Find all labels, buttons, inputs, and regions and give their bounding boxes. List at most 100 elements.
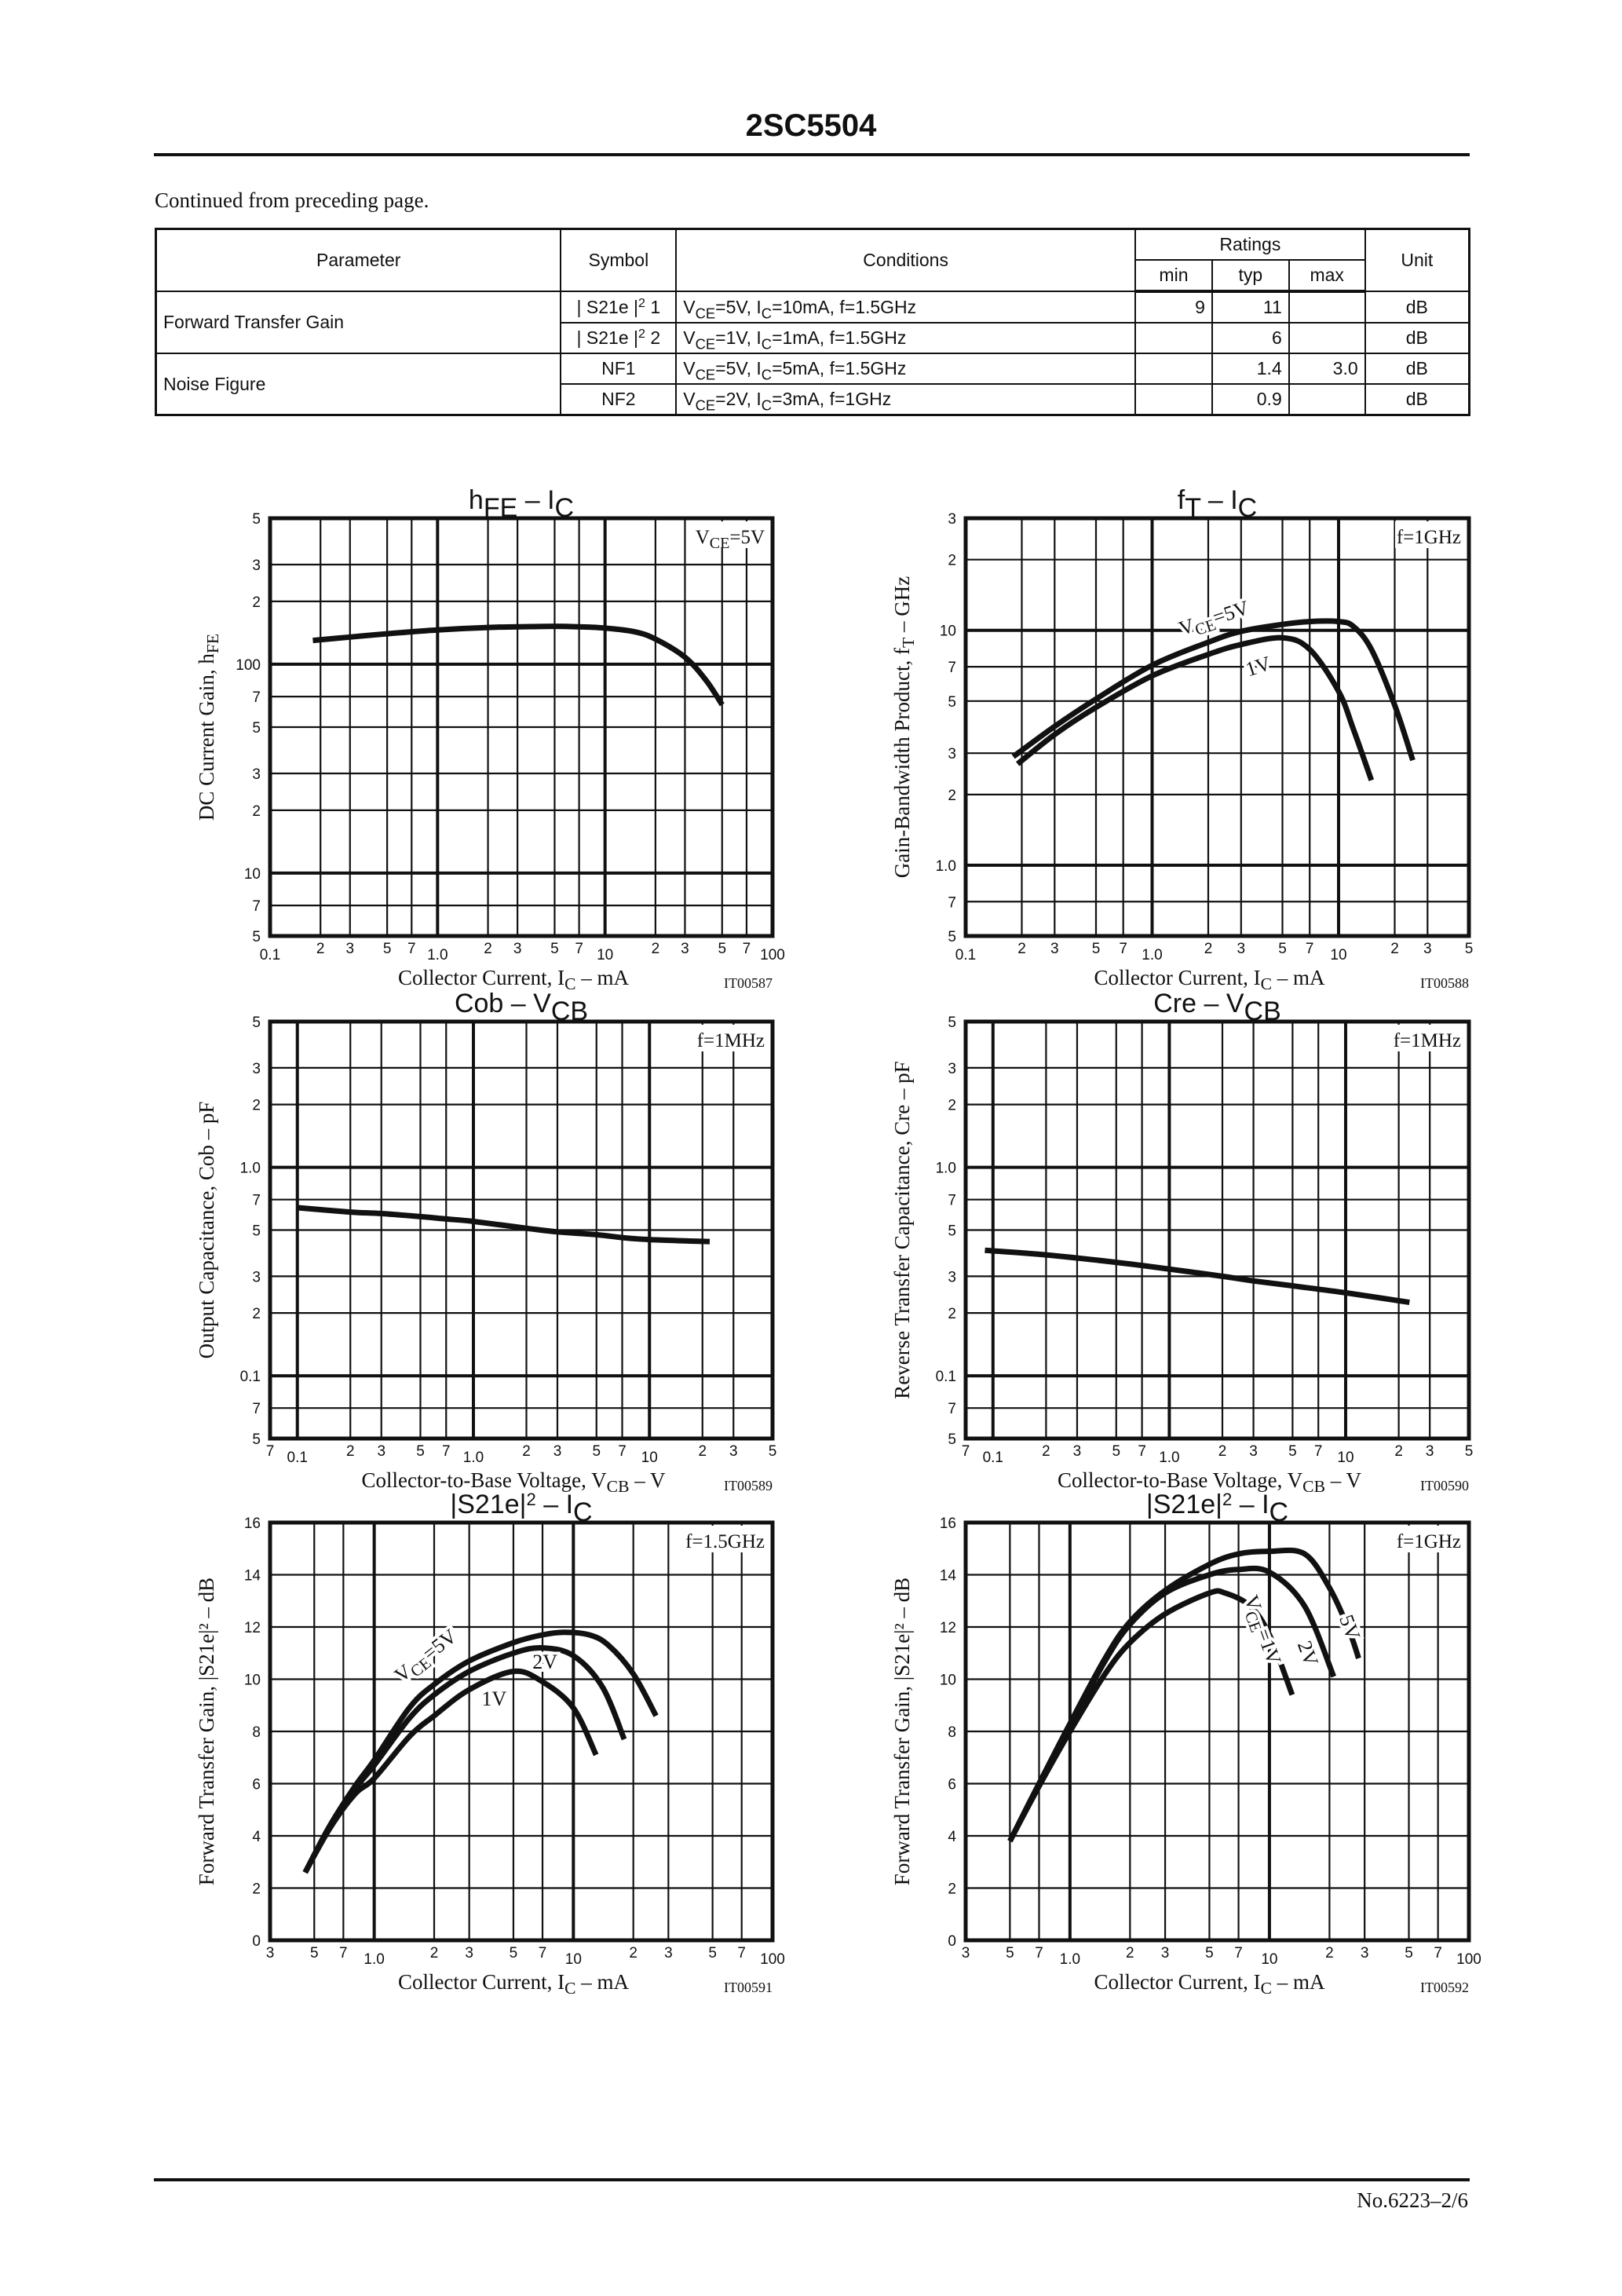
svg-text:5: 5	[1112, 1443, 1120, 1460]
svg-text:2: 2	[948, 1881, 956, 1898]
svg-text:1.0: 1.0	[240, 1161, 261, 1177]
conditions-cell: VCE=5V, IC=10mA, f=1.5GHz	[675, 291, 1137, 324]
svg-text:7: 7	[962, 1443, 970, 1460]
svg-text:3: 3	[1161, 1945, 1170, 1961]
data-series	[985, 1247, 1410, 1306]
svg-text:3: 3	[1237, 941, 1246, 957]
svg-text:5: 5	[1465, 1443, 1474, 1460]
svg-text:2: 2	[484, 941, 492, 957]
svg-text:5: 5	[550, 941, 559, 957]
svg-text:2: 2	[252, 1306, 261, 1322]
unit-cell: dB	[1364, 383, 1470, 416]
svg-text:5: 5	[252, 1015, 261, 1031]
symbol-cell: NF2	[560, 383, 678, 416]
svg-text:5: 5	[252, 720, 261, 737]
svg-text:10: 10	[940, 623, 956, 640]
svg-text:3: 3	[1426, 1443, 1434, 1460]
curve-label: 2V	[532, 1651, 557, 1673]
curve-cre	[985, 1247, 1410, 1306]
curve-vce-5v	[1011, 618, 1416, 762]
hfe-ic-chart: VCE=5V0.1 2 3 5 7 1.0 2 3 5 7 10 2 3 5 7 10057102357100…	[195, 485, 785, 993]
svg-text:8: 8	[948, 1724, 956, 1741]
svg-text:7: 7	[266, 1443, 275, 1460]
rating-max-cell: 3.0	[1288, 353, 1366, 385]
grid-lines	[270, 518, 773, 936]
svg-text:100: 100	[760, 947, 785, 963]
svg-text:3: 3	[1361, 1945, 1369, 1961]
svg-text:7: 7	[1234, 1945, 1243, 1961]
header-parameter: Parameter	[155, 228, 562, 292]
svg-text:8: 8	[252, 1724, 261, 1741]
svg-text:2: 2	[1218, 1443, 1227, 1460]
svg-text:2: 2	[698, 1443, 707, 1460]
svg-text:5: 5	[252, 1431, 261, 1448]
chart-title: fT – IC	[1178, 485, 1257, 523]
curve-1v	[1016, 634, 1375, 781]
svg-text:10: 10	[1330, 947, 1346, 963]
svg-text:7: 7	[252, 1193, 261, 1209]
rating-typ-cell: 0.9	[1211, 383, 1290, 416]
svg-text:5: 5	[252, 1223, 261, 1240]
y-axis-label: Reverse Transfer Capacitance, Cre – pF	[890, 1061, 914, 1398]
svg-text:10: 10	[244, 866, 261, 883]
svg-text:7: 7	[407, 941, 416, 957]
table-row: Noise Figure NF1 VCE=5V, IC=5mA, f=1.5GHz 1…	[155, 353, 1470, 416]
symbol-cell: | S21e |2 1	[560, 291, 678, 324]
page-title: 2SC5504	[745, 108, 877, 143]
svg-text:0.1: 0.1	[983, 1450, 1003, 1466]
svg-text:|S21e|2 – IC: |S21e|2 – IC	[1146, 1490, 1288, 1527]
s21e-ic-1p5ghz-chart: f=1.5GHz 3 5 7 1.0 2 3 5 7 10 2 3 5 7 100 0 2 4 6 8 10 12 14 16…	[195, 1490, 785, 1998]
svg-text:7: 7	[948, 894, 956, 911]
condition-annotation: f=1.5GHz	[685, 1531, 765, 1552]
data-series	[1007, 1547, 1361, 1843]
curve-5v	[1007, 1547, 1361, 1843]
svg-text:7: 7	[1138, 1443, 1146, 1460]
svg-text:2: 2	[252, 803, 261, 820]
svg-text:3: 3	[1050, 941, 1059, 957]
svg-text:3: 3	[377, 1443, 385, 1460]
svg-text:0.1: 0.1	[936, 1369, 956, 1385]
curve-vce-1v	[1007, 1588, 1295, 1843]
svg-text:1.0: 1.0	[1159, 1450, 1179, 1466]
header-conditions: Conditions	[675, 228, 1137, 292]
curve-vce-5v	[312, 623, 725, 707]
svg-text:100: 100	[760, 1951, 785, 1968]
svg-text:2: 2	[1325, 1945, 1334, 1961]
condition-annotation: f=1GHz	[1397, 527, 1461, 548]
svg-text:1.0: 1.0	[1060, 1951, 1080, 1968]
svg-text:7: 7	[442, 1443, 451, 1460]
unit-cell: dB	[1364, 291, 1470, 324]
svg-text:5: 5	[948, 1431, 956, 1448]
plot-frame	[268, 1520, 775, 1943]
svg-text:3: 3	[252, 1061, 261, 1077]
svg-text:0.1: 0.1	[240, 1369, 261, 1385]
data-series	[302, 1629, 659, 1874]
rating-min-cell	[1134, 383, 1213, 416]
svg-text:3: 3	[252, 766, 261, 783]
svg-text:3: 3	[252, 1269, 261, 1285]
chart-title: hFE – IC	[469, 485, 574, 523]
svg-text:5: 5	[948, 1223, 956, 1240]
svg-text:3: 3	[948, 1061, 956, 1077]
curve-1v	[302, 1668, 599, 1874]
svg-text:0: 0	[948, 1933, 956, 1950]
svg-text:5: 5	[708, 1945, 717, 1961]
svg-text:2: 2	[316, 941, 325, 957]
svg-text:7: 7	[339, 1945, 348, 1961]
y-axis-label: Gain-Bandwidth Product, fT – GHz	[890, 576, 918, 878]
svg-text:2: 2	[629, 1945, 637, 1961]
svg-text:7: 7	[743, 941, 751, 957]
svg-text:3: 3	[948, 511, 956, 528]
svg-text:1.0: 1.0	[936, 1161, 956, 1177]
rating-max-cell	[1288, 291, 1366, 324]
plot-frame	[268, 516, 775, 938]
svg-text:5: 5	[769, 1443, 777, 1460]
svg-text:5: 5	[948, 694, 956, 711]
symbol-cell: | S21e |2 2	[560, 322, 678, 354]
chart-title: Cre – VCB	[1153, 989, 1281, 1026]
unit-cell: dB	[1364, 353, 1470, 385]
condition-annotation: VCE=5V	[696, 527, 765, 552]
header-min: min	[1134, 259, 1213, 293]
svg-text:10: 10	[244, 1673, 261, 1689]
